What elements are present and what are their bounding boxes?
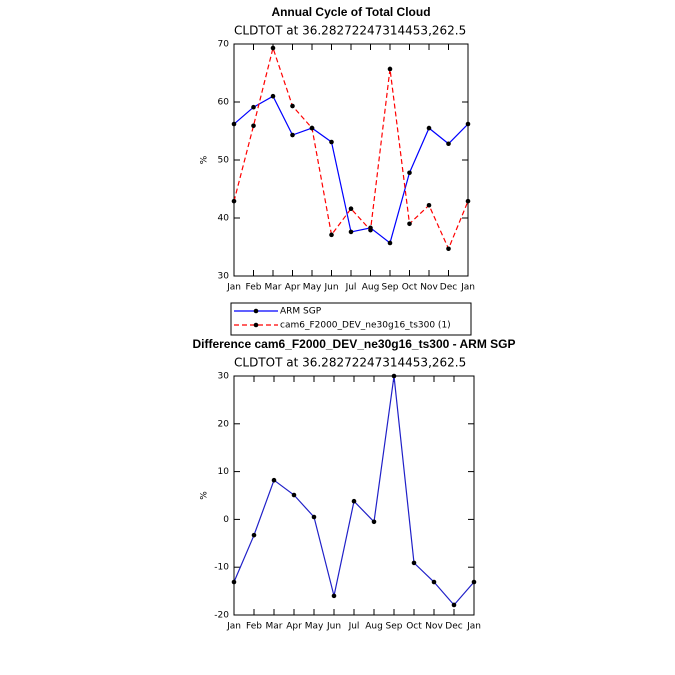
series-line (233, 375, 475, 606)
x-tick-label: Jan (226, 622, 241, 632)
x-tick-label: Nov (425, 622, 443, 632)
data-point (251, 532, 257, 538)
x-tick-label: Feb (246, 283, 262, 293)
data-point (331, 593, 337, 599)
data-point (271, 477, 277, 483)
y-tick-label: -20 (214, 611, 229, 621)
x-tick-label: Oct (402, 283, 418, 293)
data-point (231, 121, 237, 127)
data-point (270, 93, 276, 99)
data-point (290, 132, 295, 138)
data-point (451, 602, 457, 608)
chart-title: Difference cam6_F2000_DEV_ne30g16_ts300 … (192, 337, 515, 351)
y-axis-label: % (200, 155, 210, 164)
data-point (290, 103, 295, 109)
y-tick-label: 10 (218, 467, 230, 477)
x-tick-label: Feb (246, 622, 262, 632)
legend-label: ARM SGP (280, 307, 322, 317)
y-tick-label: 60 (218, 98, 230, 108)
x-tick-label: Nov (420, 283, 438, 293)
x-tick-label: Jun (323, 283, 338, 293)
x-tick-label: Oct (406, 622, 422, 632)
x-tick-label: Jul (345, 283, 357, 293)
data-point (231, 579, 237, 585)
x-tick-label: Sep (382, 283, 399, 293)
chart-title: Annual Cycle of Total Cloud (271, 5, 430, 19)
y-tick-label: 30 (218, 372, 230, 382)
y-tick-label: 70 (218, 40, 230, 50)
data-point (368, 227, 373, 233)
legend-marker (253, 322, 259, 328)
data-point (465, 121, 471, 127)
data-point (348, 229, 354, 235)
data-point (329, 232, 334, 238)
data-point (431, 579, 437, 585)
data-point (446, 141, 451, 147)
data-point (348, 206, 354, 212)
data-point (291, 492, 297, 498)
x-tick-label: Dec (440, 283, 457, 293)
chart-subtitle: CLDTOT at 36.28272247314453,262.5 (234, 356, 466, 370)
x-tick-label: Apr (286, 622, 302, 632)
legend-marker (253, 308, 259, 314)
x-tick-label: Apr (285, 283, 301, 293)
x-tick-label: Jul (348, 622, 360, 632)
x-tick-label: Aug (365, 622, 383, 632)
x-tick-label: Mar (266, 622, 283, 632)
y-tick-label: 0 (223, 515, 229, 525)
data-point (391, 373, 397, 379)
x-tick-label: Jan (460, 283, 475, 293)
data-point (311, 514, 317, 520)
legend-box (230, 302, 472, 336)
x-tick-label: Sep (386, 622, 403, 632)
data-point (471, 579, 477, 585)
data-point (329, 139, 334, 145)
x-tick-label: Jan (226, 283, 241, 293)
series-line (233, 45, 469, 251)
x-tick-label: Jun (326, 622, 341, 632)
data-point (251, 104, 256, 110)
data-point (411, 560, 417, 566)
y-tick-label: 50 (218, 156, 230, 166)
plot-frame (233, 375, 475, 616)
x-tick-label: May (303, 283, 322, 293)
data-point (309, 125, 315, 131)
y-axis-label: % (200, 491, 210, 500)
data-point (426, 125, 432, 131)
data-point (371, 519, 377, 525)
data-point (270, 45, 276, 51)
data-point (387, 66, 393, 72)
data-point (426, 202, 432, 208)
data-point (407, 221, 412, 227)
plot-frame (233, 43, 469, 277)
x-tick-label: Jan (466, 622, 481, 632)
series-line (233, 95, 469, 244)
x-tick-label: May (305, 622, 324, 632)
data-point (465, 198, 471, 204)
data-point (407, 170, 412, 176)
y-tick-label: 30 (218, 272, 230, 282)
data-point (387, 240, 393, 246)
x-tick-label: Dec (445, 622, 462, 632)
data-point (231, 198, 237, 204)
data-point (446, 246, 451, 252)
y-tick-label: -10 (214, 563, 229, 573)
y-tick-label: 40 (218, 214, 230, 224)
data-point (351, 498, 357, 504)
x-tick-label: Aug (362, 283, 380, 293)
legend-label: cam6_F2000_DEV_ne30g16_ts300 (1) (280, 321, 451, 331)
data-point (251, 123, 256, 129)
chart-subtitle: CLDTOT at 36.28272247314453,262.5 (234, 24, 466, 38)
x-tick-label: Mar (265, 283, 282, 293)
y-tick-label: 20 (218, 419, 230, 429)
